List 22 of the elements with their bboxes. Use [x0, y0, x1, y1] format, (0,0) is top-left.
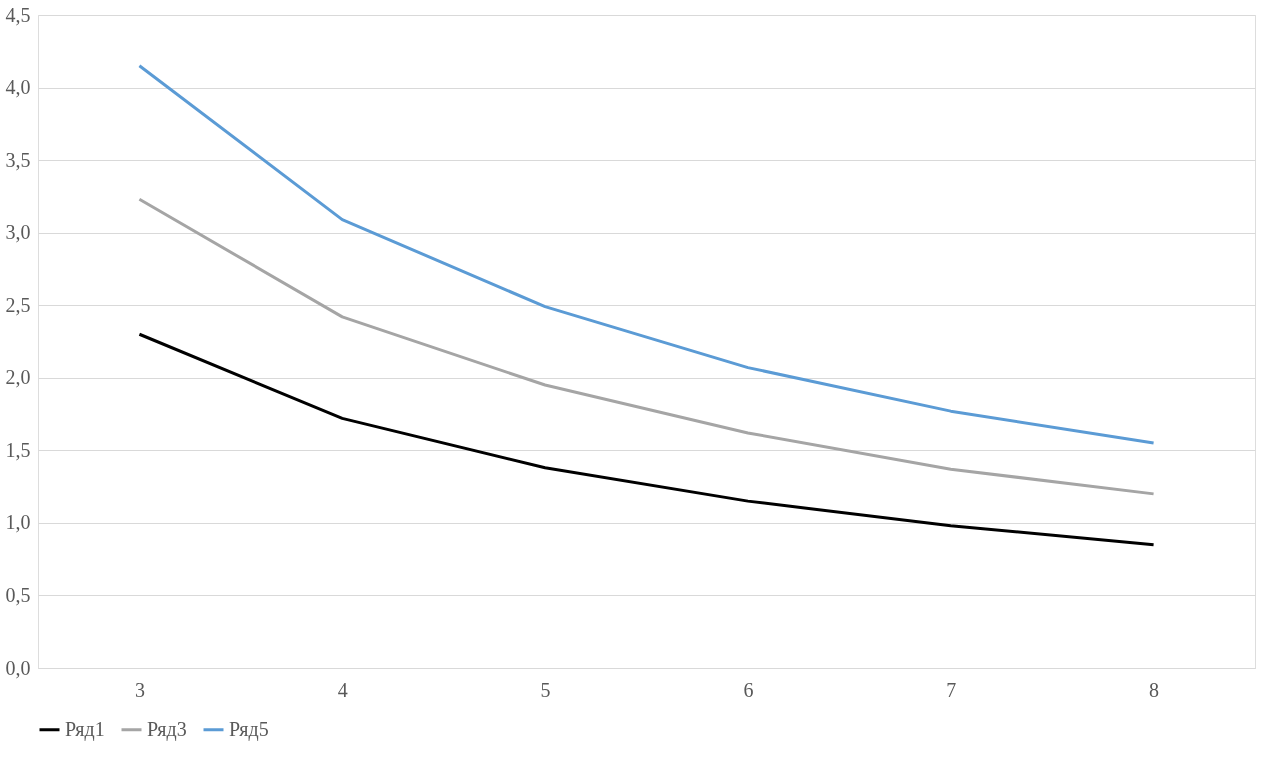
y-tick-label: 3,5: [5, 148, 31, 171]
y-tick-label: 2,5: [5, 293, 31, 316]
y-tick-label: 0,0: [5, 656, 31, 679]
line-series: [137, 64, 1156, 445]
y-tick-label: 4,0: [5, 76, 31, 99]
x-tick-label: 7: [946, 678, 957, 701]
legend-label: Ряд3: [147, 717, 187, 741]
y-tick-label: 1,5: [5, 438, 31, 461]
line-series: [137, 197, 1156, 496]
legend-label: Ряд1: [65, 717, 105, 741]
line-series: [137, 332, 1156, 547]
x-tick-label: 3: [134, 678, 145, 701]
x-tick-label: 5: [540, 678, 551, 701]
y-tick-label: 0,5: [5, 583, 31, 606]
x-tick-label: 6: [743, 678, 754, 701]
x-tick-label: 4: [337, 678, 348, 701]
y-tick-label: 2,0: [5, 366, 31, 389]
x-tick-label: 8: [1149, 678, 1160, 701]
legend-label: Ряд5: [229, 717, 269, 741]
y-tick-label: 1,0: [5, 511, 31, 534]
y-tick-label: 3,0: [5, 221, 31, 244]
y-tick-label: 4,5: [5, 3, 31, 26]
